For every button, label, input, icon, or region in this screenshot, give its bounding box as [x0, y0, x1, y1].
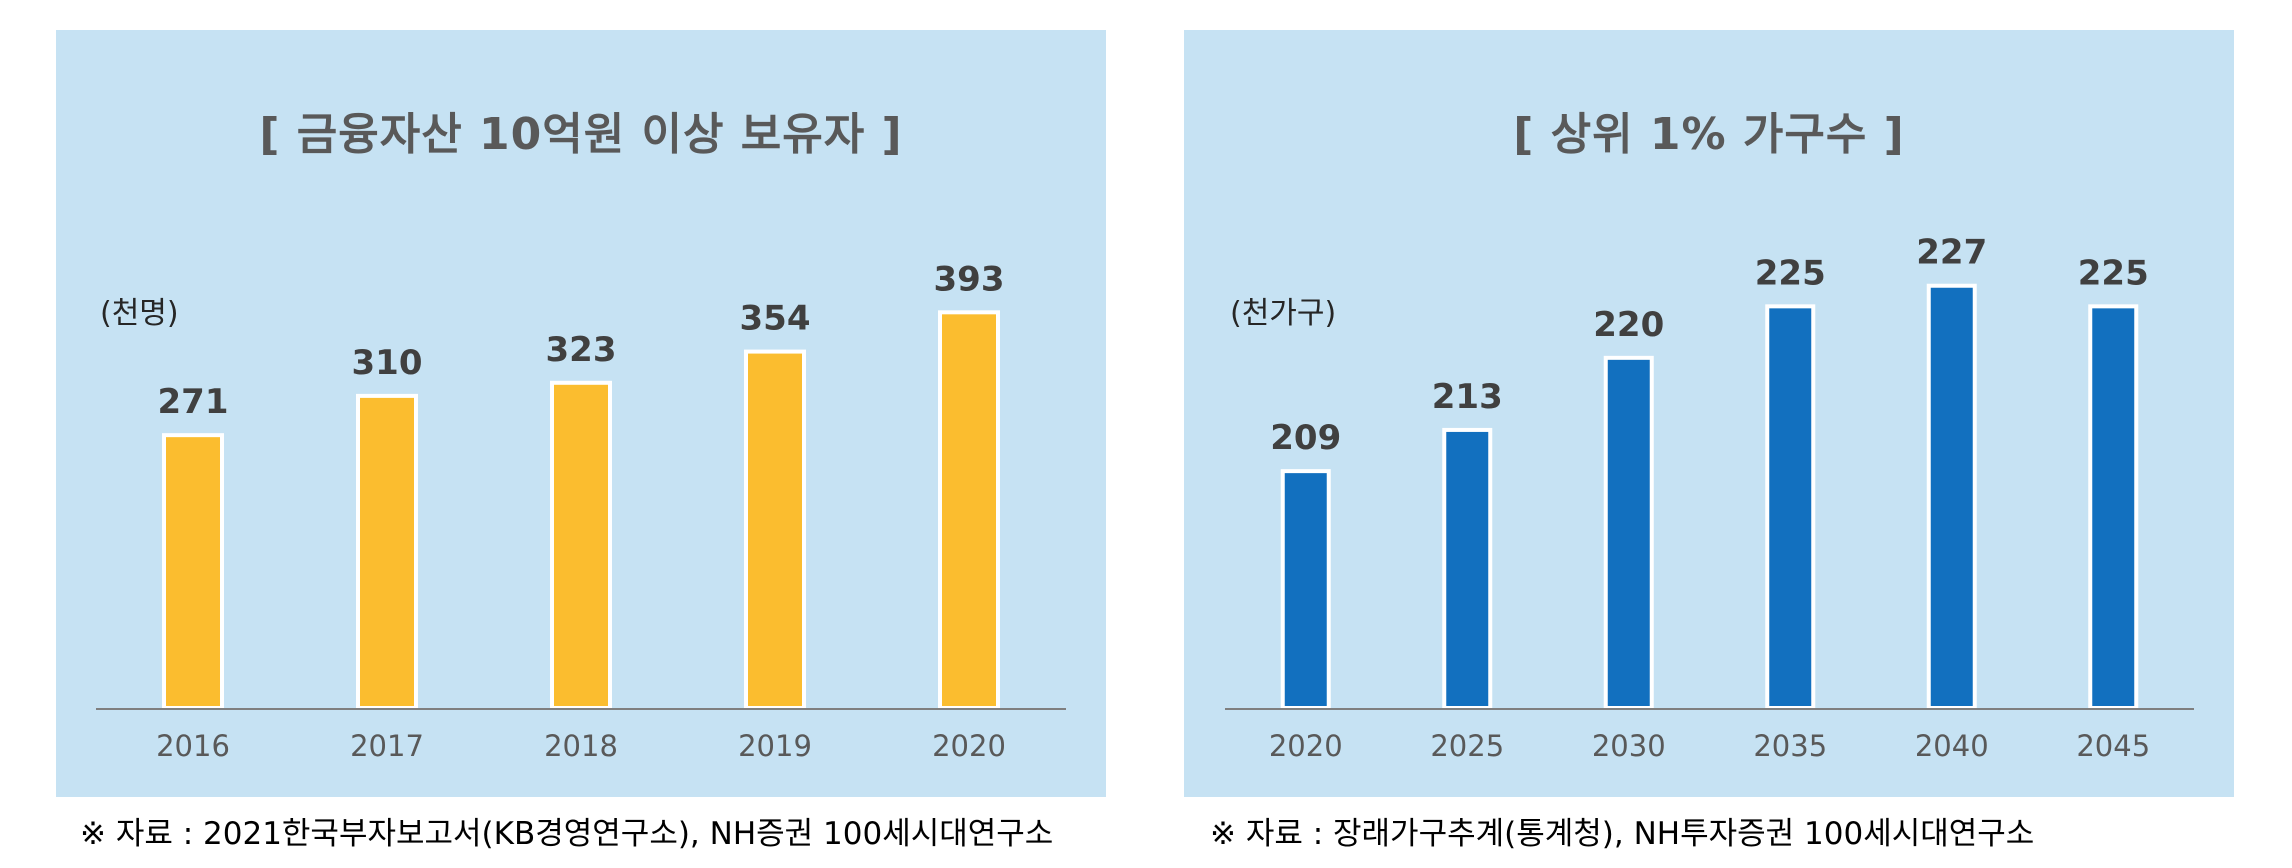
data-label: 209: [1270, 418, 1341, 458]
chart-panel-top1pct: [ 상위 1% 가구수 ] (천가구) 209 2020 213 2025 220 203…: [1184, 30, 2234, 797]
x-tick-label: 2025: [1430, 729, 1504, 763]
x-tick-label: 2020: [1269, 729, 1343, 763]
bar-chart: 209 2020 213 2025 220 2030 225 2035 227 2040 225 20…: [1225, 233, 2194, 763]
x-tick-label: 2030: [1592, 729, 1666, 763]
bar-chart: 271 2016 310 2017 323 2018 354 2019 393 2020: [96, 259, 1066, 763]
x-tick-label: 2017: [350, 729, 424, 763]
x-tick-label: 2045: [2076, 729, 2150, 763]
bar-2019: [744, 349, 806, 710]
data-label: 220: [1593, 305, 1664, 345]
x-tick-label: 2040: [1915, 729, 1989, 763]
data-label: 225: [2078, 253, 2149, 293]
bar-2017: [356, 393, 418, 710]
data-label: 393: [934, 259, 1005, 299]
data-label: 354: [740, 299, 811, 339]
x-tick-label: 2020: [932, 729, 1006, 763]
source-note: ※ 자료 : 장래가구추계(통계청), NH투자증권 100세시대연구소: [1210, 816, 2035, 852]
x-tick-label: 2016: [156, 729, 230, 763]
bar-2016: [162, 433, 224, 710]
bar-2018: [550, 380, 612, 710]
chart-title: [ 금융자산 10억원 이상 보유자 ]: [259, 109, 903, 160]
bar-2045: [2088, 304, 2139, 710]
data-label: 310: [352, 343, 423, 383]
source-note: ※ 자료 : 2021한국부자보고서(KB경영연구소), NH증권 100세시대…: [80, 816, 1054, 852]
bar-2020: [1280, 469, 1331, 710]
data-label: 227: [1916, 233, 1987, 273]
x-tick-label: 2018: [544, 729, 618, 763]
bar-2040: [1926, 283, 1977, 710]
bar-2030: [1603, 355, 1654, 710]
data-label: 213: [1432, 377, 1503, 417]
chart-panel-wealthy: [ 금융자산 10억원 이상 보유자 ] (천명) 271 2016 310 2017…: [56, 30, 1106, 797]
unit-label: (천가구): [1230, 296, 1337, 331]
bar-2025: [1442, 427, 1493, 710]
chart-title: [ 상위 1% 가구수 ]: [1513, 109, 1905, 160]
unit-label: (천명): [100, 296, 179, 331]
data-label: 271: [158, 382, 229, 422]
data-label: 323: [546, 330, 617, 370]
bar-2020: [938, 310, 1000, 710]
bar-2035: [1765, 304, 1816, 710]
x-tick-label: 2019: [738, 729, 812, 763]
x-tick-label: 2035: [1753, 729, 1827, 763]
data-label: 225: [1755, 253, 1826, 293]
